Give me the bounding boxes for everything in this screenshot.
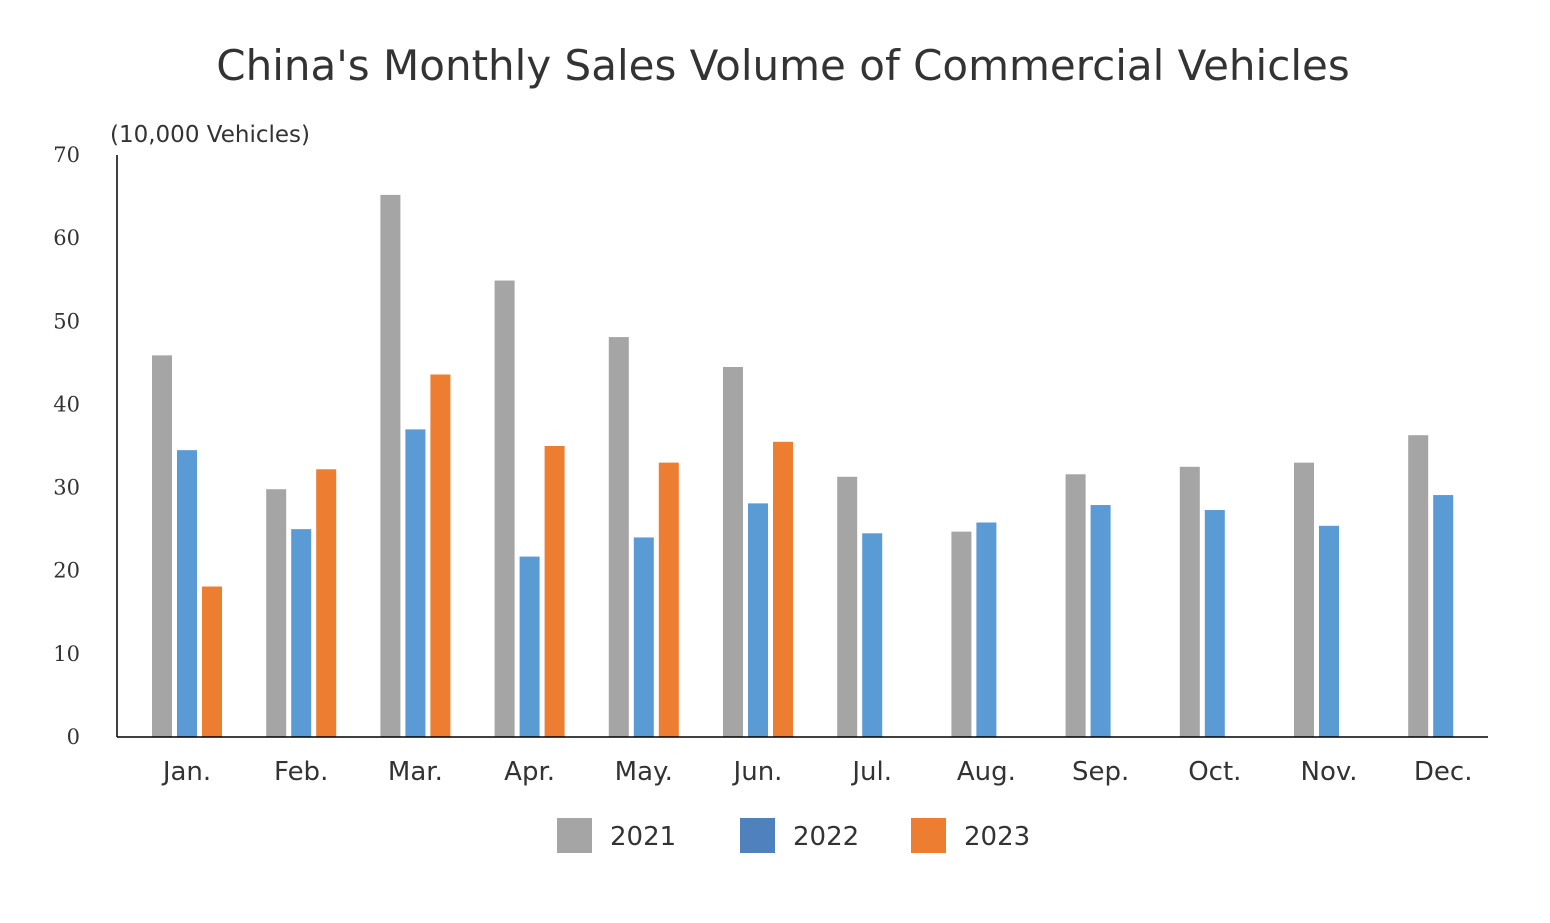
x-tick-label: Aug. bbox=[957, 757, 1016, 787]
x-tick-label: Oct. bbox=[1188, 757, 1241, 787]
bar-2021-apr bbox=[494, 280, 515, 737]
y-tick-label: 50 bbox=[53, 309, 80, 333]
bar-2022-nov bbox=[1319, 525, 1339, 737]
bar-2023-jan bbox=[202, 586, 222, 737]
x-tick-label: Nov. bbox=[1301, 757, 1358, 787]
x-tick-label: Sep. bbox=[1072, 757, 1129, 787]
bar-2021-oct bbox=[1179, 466, 1200, 737]
x-tick-label: Jul. bbox=[850, 757, 892, 787]
bar-2022-jan bbox=[177, 450, 197, 737]
bar-2022-aug bbox=[976, 522, 997, 737]
y-tick-label: 60 bbox=[53, 226, 80, 250]
bar-2021-jul bbox=[837, 476, 858, 737]
x-axis-ticks: Jan. Feb. Mar. Apr. May. Jun. Jul. Aug. Sep. Oct.… bbox=[161, 757, 1473, 787]
bar-2022-oct bbox=[1204, 510, 1225, 737]
bar-2021-dec bbox=[1408, 435, 1429, 737]
bar-2023-jun bbox=[773, 441, 793, 737]
x-tick-label: Apr. bbox=[504, 757, 555, 787]
bar-2021-jan bbox=[152, 355, 172, 737]
bar-2021-aug bbox=[951, 531, 972, 737]
bar-2021-nov bbox=[1294, 462, 1314, 737]
bar-2022-jul bbox=[862, 533, 883, 737]
y-tick-label: 40 bbox=[53, 392, 80, 416]
bar-2022-feb bbox=[291, 529, 312, 737]
legend-swatch-2021 bbox=[557, 818, 592, 853]
legend-label-2023: 2023 bbox=[964, 822, 1030, 852]
bar-2023-apr bbox=[544, 446, 565, 737]
bar-2023-mar bbox=[430, 374, 451, 737]
x-tick-label: Jun. bbox=[732, 757, 783, 787]
y-tick-label: 10 bbox=[53, 642, 80, 666]
bar-2022-sep bbox=[1090, 505, 1111, 737]
y-tick-label: 30 bbox=[53, 476, 80, 500]
y-tick-label: 20 bbox=[53, 559, 80, 583]
chart-title: China's Monthly Sales Volume of Commerci… bbox=[216, 41, 1349, 90]
y-tick-label: 70 bbox=[53, 143, 80, 167]
x-tick-label: May. bbox=[615, 757, 673, 787]
legend-swatch-2022 bbox=[740, 818, 775, 853]
bar-2022-apr bbox=[519, 556, 540, 737]
legend-swatch-2023 bbox=[911, 818, 946, 853]
bar-2021-feb bbox=[266, 489, 287, 737]
legend-label-2021: 2021 bbox=[610, 822, 676, 852]
x-tick-label: Mar. bbox=[388, 757, 443, 787]
y-axis-unit-label: (10,000 Vehicles) bbox=[110, 122, 310, 148]
legend: 2021 2022 2023 bbox=[557, 818, 1030, 853]
bar-2021-sep bbox=[1065, 474, 1086, 737]
bar-2022-mar bbox=[405, 429, 426, 737]
bars-group bbox=[152, 194, 1454, 737]
bar-2023-may bbox=[658, 462, 679, 737]
bar-2022-may bbox=[633, 537, 654, 737]
bar-2023-feb bbox=[316, 469, 337, 737]
x-tick-label: Dec. bbox=[1414, 757, 1473, 787]
x-tick-label: Jan. bbox=[161, 757, 211, 787]
legend-label-2022: 2022 bbox=[793, 822, 859, 852]
y-tick-label: 0 bbox=[67, 725, 80, 749]
bar-2022-dec bbox=[1433, 495, 1454, 737]
y-axis-ticks: 0 10 20 30 40 50 60 70 bbox=[53, 143, 80, 749]
bar-2021-mar bbox=[380, 194, 401, 737]
x-tick-label: Feb. bbox=[274, 757, 328, 787]
bar-2021-may bbox=[608, 337, 629, 737]
bar-2022-jun bbox=[748, 503, 768, 737]
bar-2021-jun bbox=[723, 367, 743, 737]
